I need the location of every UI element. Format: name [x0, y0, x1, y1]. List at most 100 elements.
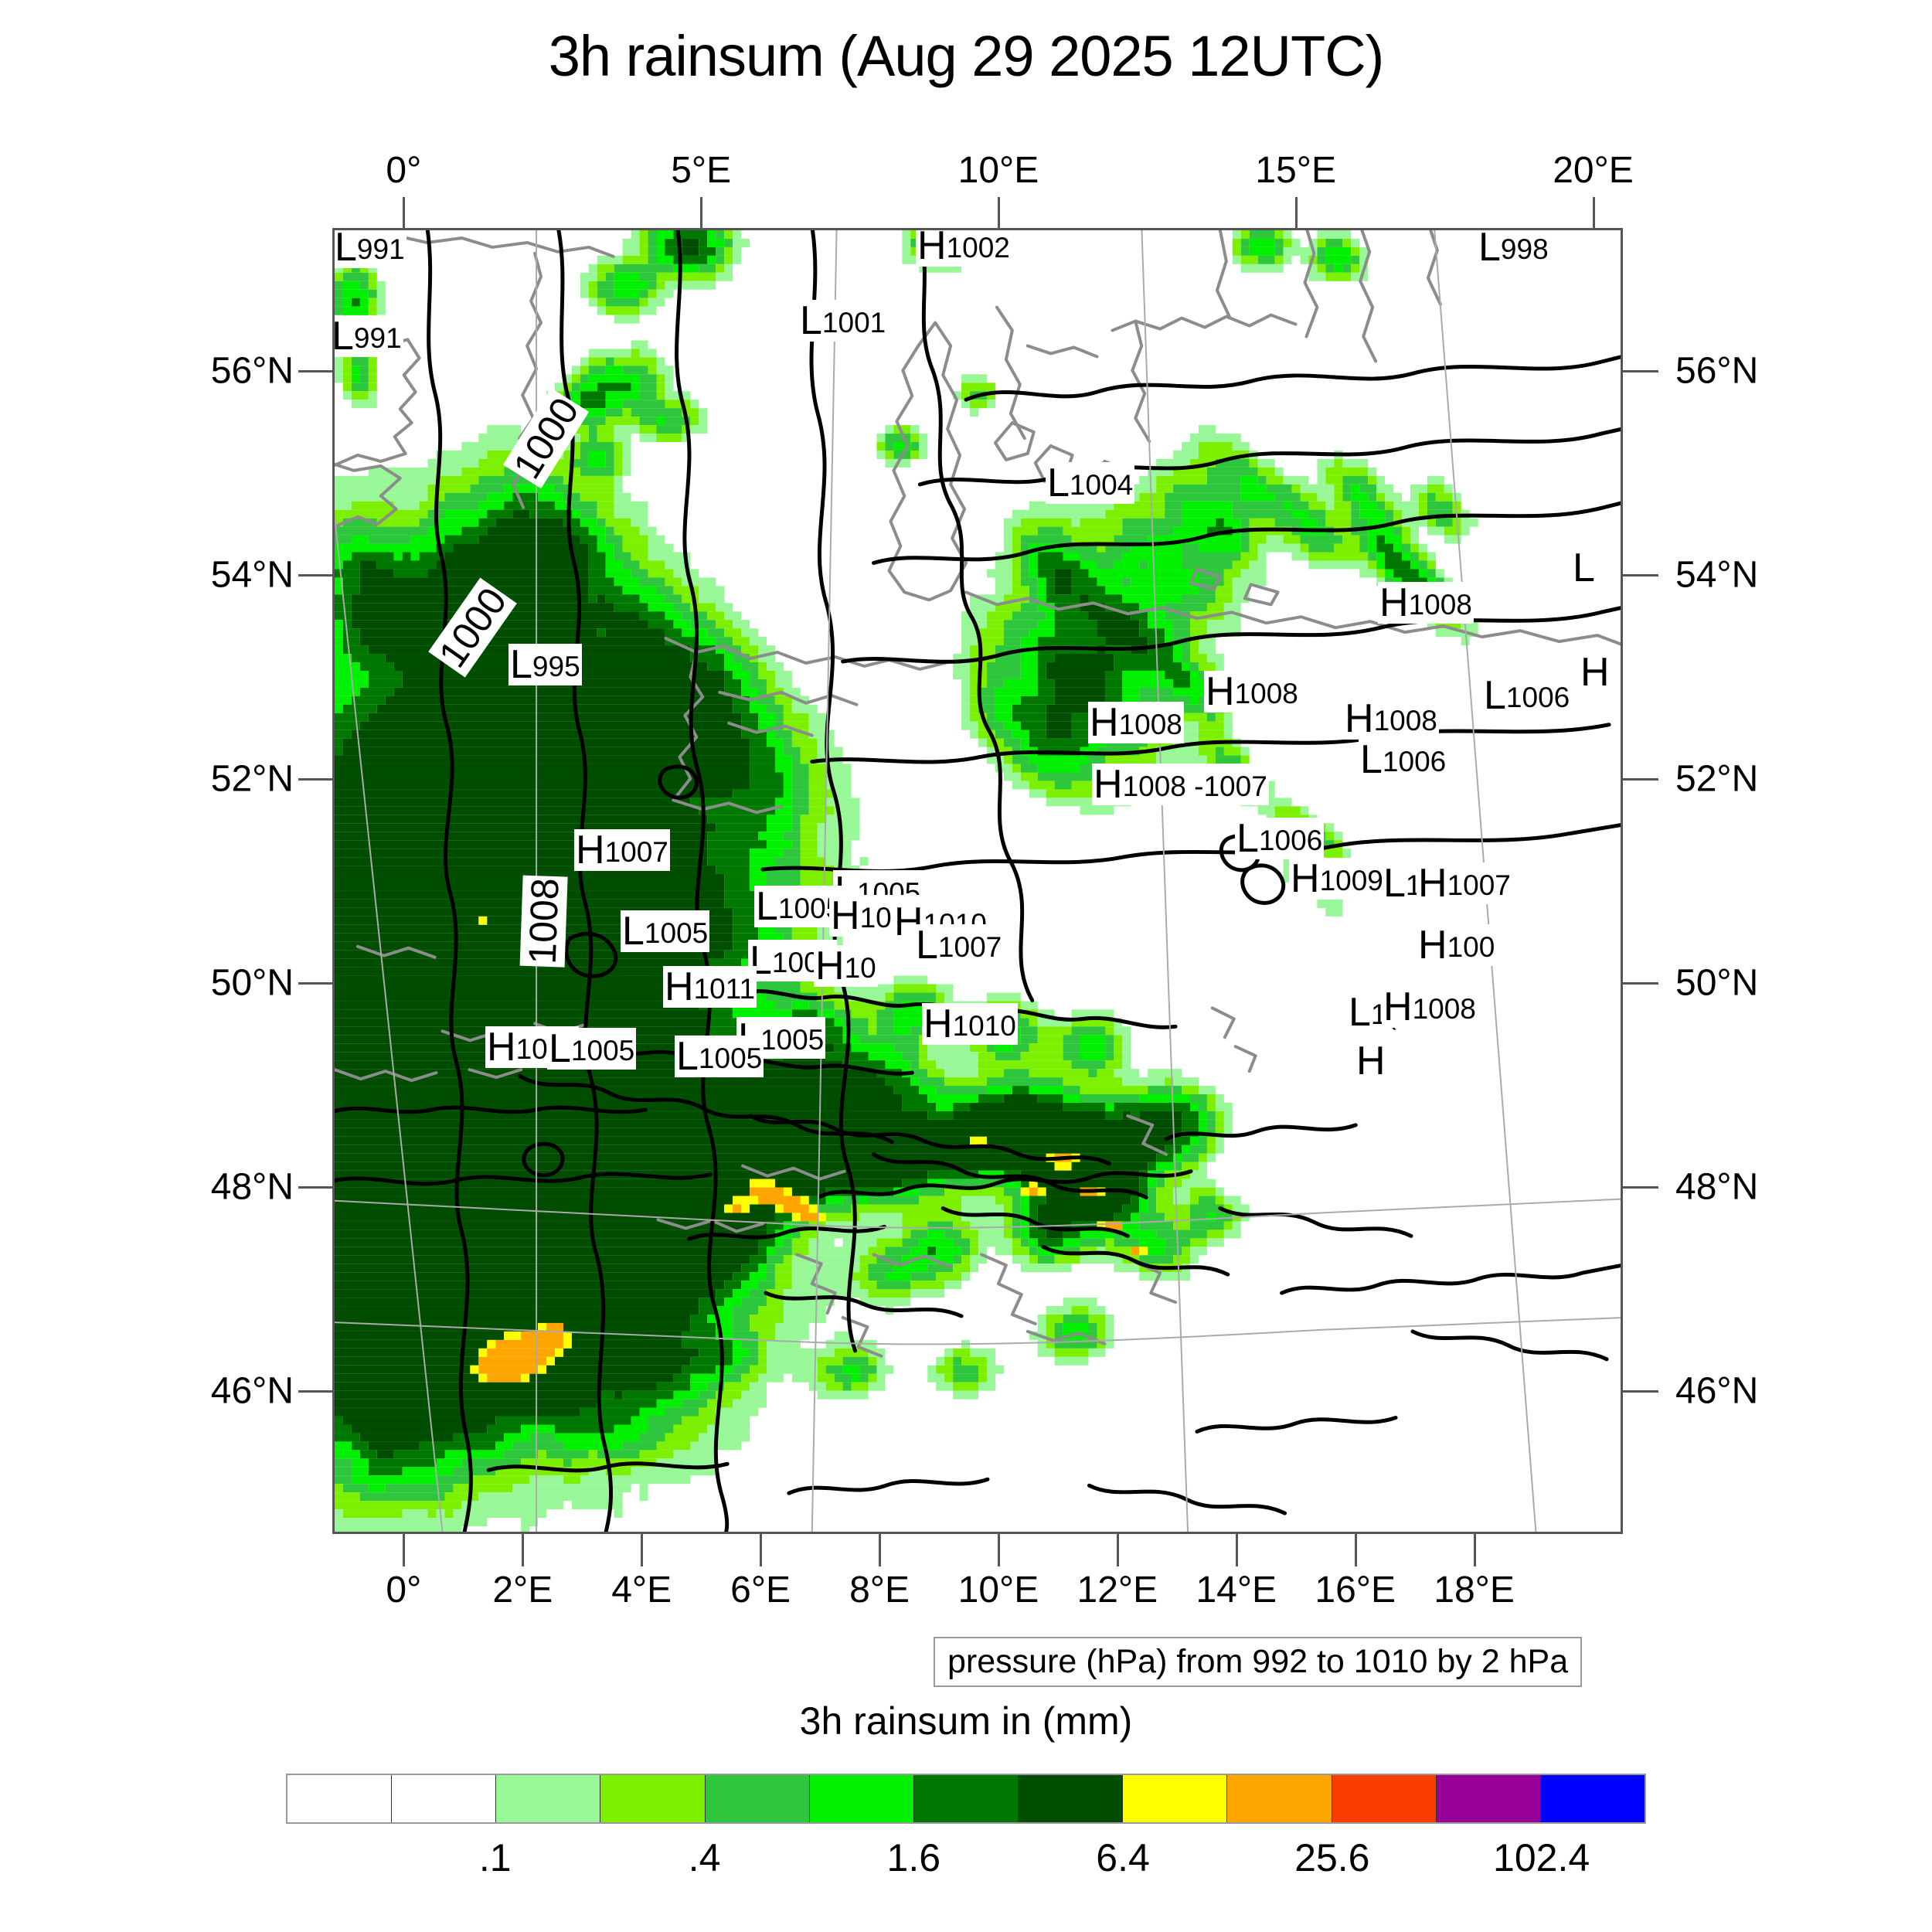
colorbar-swatch-4[interactable] — [705, 1775, 810, 1822]
marker-value: 1006 — [1505, 682, 1570, 713]
colorbar-swatch-8[interactable] — [1123, 1775, 1228, 1822]
lon-label-bottom-2: 4°E — [611, 1570, 672, 1611]
lat-label-left-2: 52°N — [210, 758, 294, 800]
lon-label-top-3: 15°E — [1255, 150, 1337, 191]
lon-tick-top-3 — [1294, 197, 1298, 230]
marker-value: 1009 — [1319, 865, 1383, 896]
pressure-marker-l-m1: L991 — [335, 228, 406, 270]
marker-value: 1011 — [693, 973, 756, 1005]
lon-tick-bottom-8 — [1354, 1534, 1357, 1566]
marker-type: H — [815, 944, 845, 988]
colorbar-swatch-3[interactable] — [600, 1775, 706, 1822]
lon-label-bottom-5: 10°E — [957, 1570, 1039, 1611]
marker-type: H — [1379, 580, 1409, 625]
lat-label-right-1: 54°N — [1675, 554, 1759, 596]
marker-type: L — [676, 1034, 699, 1079]
colorbar-swatch-2[interactable] — [496, 1775, 601, 1822]
pressure-marker-h-m11: H1008 — [1088, 702, 1184, 743]
marker-value: 1010 — [952, 1010, 1016, 1042]
marker-type: H — [1345, 696, 1374, 741]
colorbar-tick-5: 102.4 — [1493, 1836, 1590, 1879]
marker-value: 1006 — [1258, 825, 1323, 856]
marker-type: L — [622, 909, 645, 954]
lon-tick-bottom-0 — [403, 1534, 406, 1566]
colorbar-swatch-11[interactable] — [1436, 1775, 1541, 1822]
lat-label-right-4: 48°N — [1675, 1166, 1759, 1208]
marker-type: H — [576, 828, 605, 872]
lat-tick-right-3 — [1623, 982, 1658, 985]
pressure-marker-l-m7: L995 — [509, 644, 582, 685]
pressure-marker-l-m15: L1006 — [1359, 739, 1448, 781]
colorbar[interactable] — [286, 1774, 1646, 1824]
colorbar-swatch-0[interactable] — [287, 1775, 393, 1822]
colorbar-tick-2: 1.6 — [886, 1836, 941, 1879]
marker-type: H — [1418, 923, 1447, 968]
colorbar-swatch-12[interactable] — [1540, 1775, 1645, 1822]
colorbar-swatch-5[interactable] — [809, 1775, 914, 1822]
lat-label-right-5: 46°N — [1675, 1370, 1759, 1412]
marker-type: L — [1383, 861, 1406, 906]
marker-type: H — [1383, 985, 1413, 1029]
pressure-marker-l-m6: L1004 — [1046, 461, 1135, 505]
marker-type: H — [1291, 856, 1320, 901]
pressure-marker-h-m14: H1008 — [1343, 698, 1439, 740]
lon-tick-top-2 — [997, 197, 1000, 230]
pressure-marker-h-m18: H1007 — [574, 829, 670, 871]
marker-value: 1002 — [946, 232, 1010, 264]
marker-value: 991 — [356, 233, 405, 265]
marker-type: H — [1418, 861, 1447, 906]
pressure-marker-h-m12: H — [1579, 651, 1611, 693]
colorbar-tick-4: 25.6 — [1294, 1836, 1370, 1879]
lon-label-top-4: 20°E — [1553, 150, 1634, 191]
lat-label-left-1: 54°N — [210, 554, 294, 596]
marker-type: L — [1047, 461, 1070, 505]
colorbar-swatch-9[interactable] — [1227, 1775, 1332, 1822]
pressure-marker-h-m31: H100 — [1417, 923, 1497, 968]
lon-tick-bottom-1 — [522, 1534, 525, 1566]
colorbar-tick-0: .1 — [478, 1836, 512, 1879]
lat-label-left-5: 46°N — [210, 1370, 294, 1412]
lon-tick-top-0 — [403, 197, 406, 230]
weather-map[interactable]: L991 L991 H1002 L998 L1001 L1004 L995 L H1008 H10… — [332, 228, 1623, 1534]
marker-value: 10 — [844, 952, 876, 984]
marker-type: L — [335, 228, 357, 270]
marker-type: H — [1094, 762, 1123, 807]
lon-tick-top-4 — [1592, 197, 1595, 230]
marker-value: 1001 — [821, 307, 886, 338]
colorbar-swatch-10[interactable] — [1332, 1775, 1437, 1822]
lon-label-bottom-7: 14°E — [1196, 1570, 1277, 1611]
page-title: 3h rainsum (Aug 29 2025 12UTC) — [548, 24, 1385, 88]
lon-label-bottom-4: 8°E — [849, 1570, 910, 1611]
lat-label-left-4: 48°N — [210, 1166, 294, 1208]
marker-type: H — [917, 228, 947, 268]
marker-value: 100 — [1447, 931, 1495, 963]
lon-label-bottom-8: 16°E — [1315, 1570, 1396, 1611]
pressure-marker-l-m13: L1006 — [1482, 675, 1572, 716]
lon-tick-bottom-3 — [760, 1534, 763, 1566]
lon-label-bottom-1: 2°E — [492, 1570, 553, 1611]
lat-tick-right-1 — [1623, 573, 1658, 577]
lon-tick-bottom-7 — [1235, 1534, 1238, 1566]
lat-tick-right-2 — [1623, 777, 1658, 781]
marker-type: L — [916, 923, 938, 968]
colorbar-swatch-7[interactable] — [1019, 1775, 1124, 1822]
pressure-marker-h-m9: H1008 — [1378, 582, 1474, 624]
lon-tick-top-1 — [700, 197, 703, 230]
colorbar-swatch-1[interactable] — [392, 1775, 497, 1822]
marker-value: 991 — [353, 322, 402, 354]
marker-type: L — [1236, 816, 1259, 861]
pressure-legend: pressure (hPa) from 992 to 1010 by 2 hPa — [934, 1637, 1583, 1687]
pressure-marker-l-m4: L998 — [1477, 230, 1550, 268]
colorbar-tick-3: 6.4 — [1096, 1836, 1150, 1879]
pressure-marker-h-m30: H1011 — [663, 966, 757, 1008]
lat-tick-left-1 — [298, 573, 334, 577]
pressure-marker-h-m39: H — [1355, 1040, 1387, 1082]
pressure-marker-h-m34: H1010 — [922, 1003, 1018, 1045]
marker-type: H — [1356, 1039, 1386, 1083]
colorbar-swatch-6[interactable] — [913, 1775, 1019, 1822]
lon-label-bottom-6: 12°E — [1077, 1570, 1158, 1611]
marker-value: 998 — [1500, 233, 1549, 265]
lat-label-right-3: 50°N — [1675, 962, 1759, 1004]
marker-type: H — [1580, 650, 1610, 695]
marker-value: 1006 — [1382, 746, 1447, 777]
